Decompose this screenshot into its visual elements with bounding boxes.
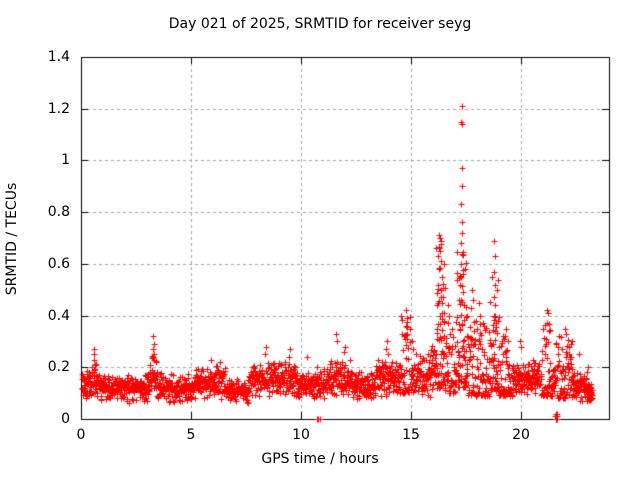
y-tick-label: 0.4 [47, 307, 70, 324]
chart-title: Day 021 of 2025, SRMTID for receiver sey… [168, 16, 472, 32]
x-tick-label: 15 [402, 427, 420, 443]
x-tick-label: 10 [292, 427, 310, 443]
x-axis-label-text: GPS time / hours [261, 451, 379, 467]
x-tick-label: 20 [512, 427, 530, 443]
y-tick-label: 1 [61, 152, 70, 169]
y-tick-label: 0.2 [47, 359, 70, 376]
y-tick-label: 1.2 [47, 100, 70, 117]
x-tick-label: 0 [76, 427, 86, 443]
y-axis-label: SRMTID / TECUs [4, 182, 20, 296]
y-tick-label: 0 [61, 411, 70, 427]
y-tick-label: 0.8 [47, 204, 70, 221]
x-axis-label: GPS time / hours [0, 451, 640, 467]
y-tick-label: 0.6 [47, 255, 70, 272]
y-tick-label: 1.4 [47, 49, 70, 65]
x-tick-label: 5 [186, 427, 196, 443]
